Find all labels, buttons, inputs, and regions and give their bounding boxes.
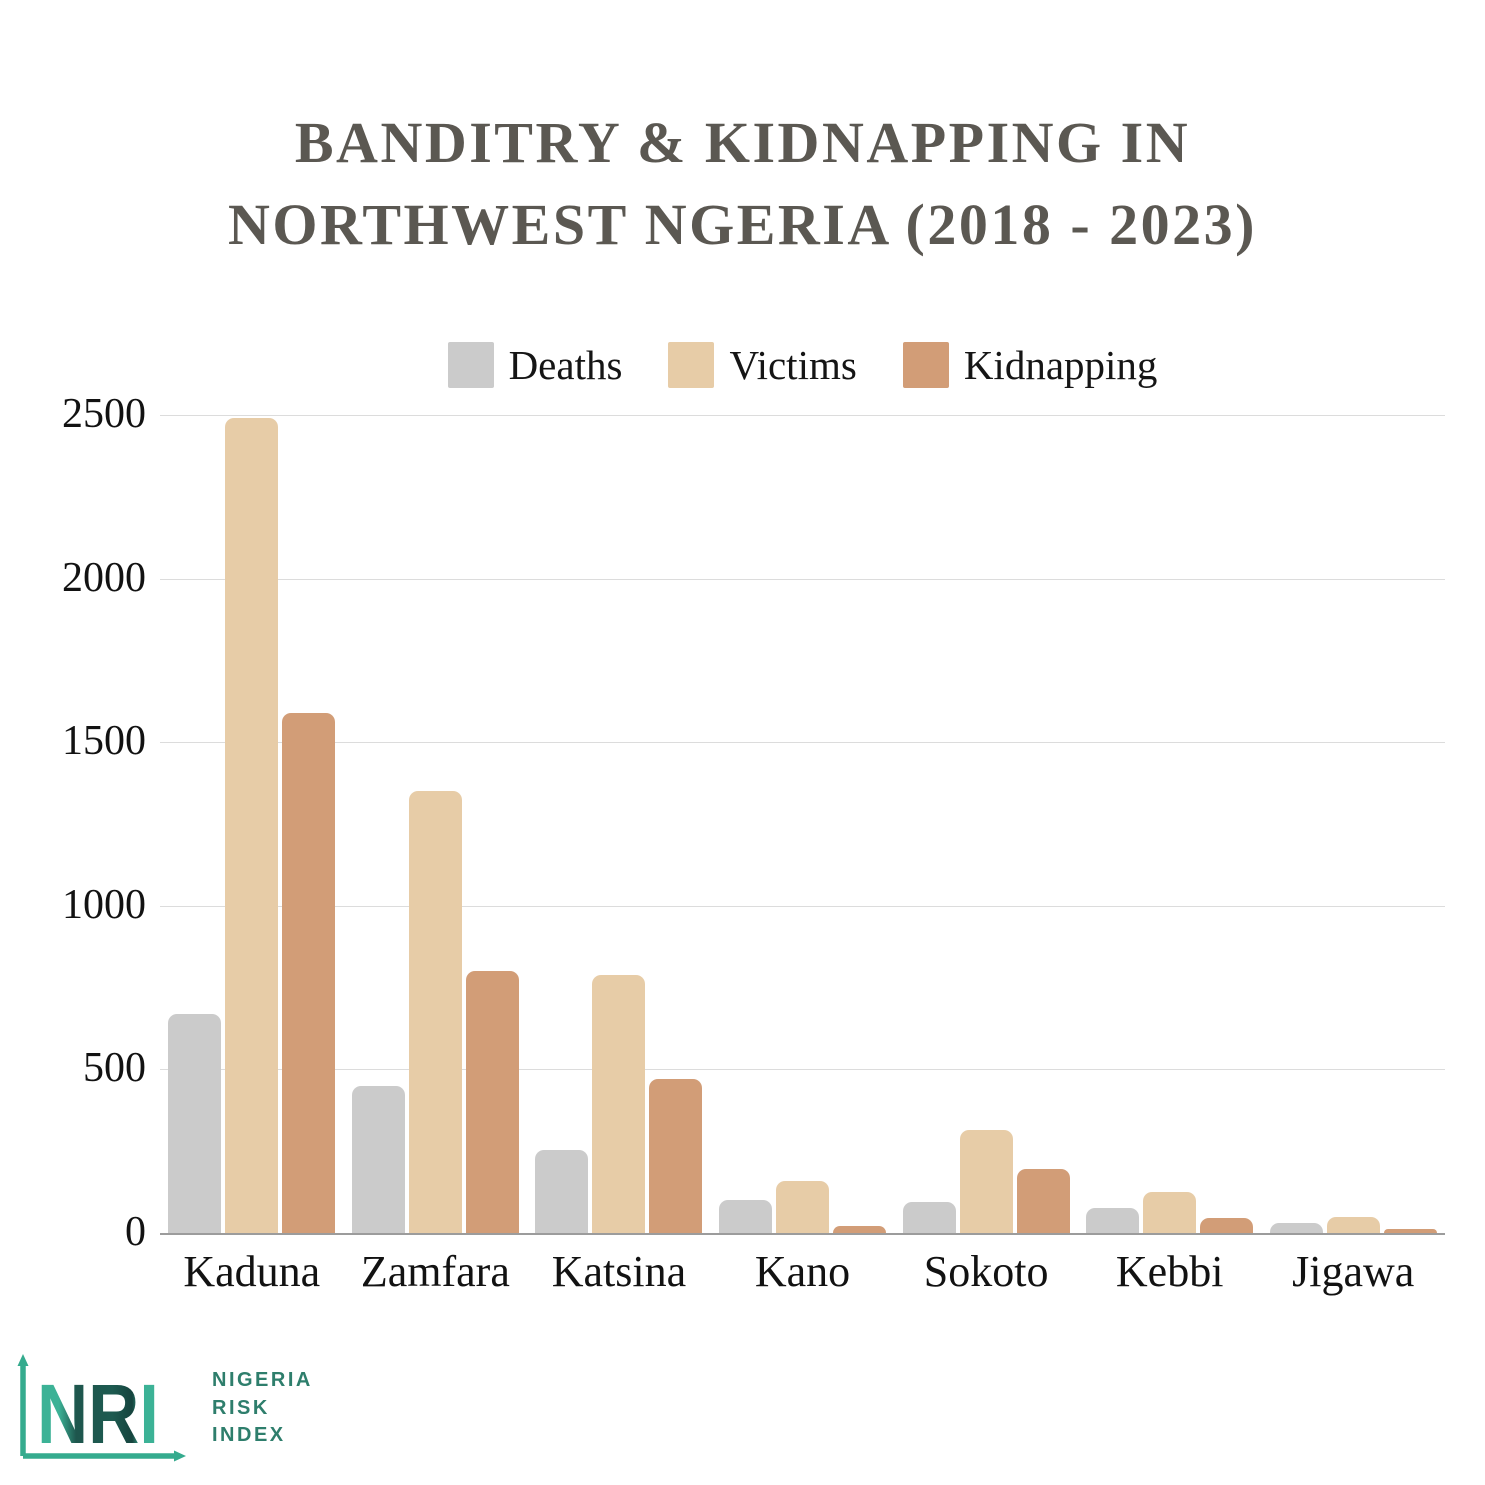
bar-kidnapping-katsina (649, 1079, 703, 1233)
bar-kidnapping-zamfara (465, 971, 519, 1233)
x-axis-label-sokoto: Sokoto (923, 1247, 1049, 1296)
y-axis-tick-label-0: 0 (125, 1209, 146, 1256)
page-title-line-2: NORTHWEST NGERIA (2018 - 2023) (228, 192, 1257, 257)
bar-victims-kebbi (1143, 1192, 1197, 1233)
chart-legend: Deaths Victims Kidnapping (160, 341, 1445, 389)
x-axis-label-kebbi: Kebbi (1115, 1247, 1224, 1296)
legend-label-kidnapping: Kidnapping (963, 342, 1158, 388)
gridline-2500 (160, 415, 1445, 416)
gridline-1500 (160, 742, 1445, 744)
bar-victims-kano (776, 1180, 830, 1233)
legend-label-deaths: Deaths (508, 342, 623, 388)
y-axis-tick-label-500: 500 (83, 1045, 146, 1092)
bar-group-katsina (527, 974, 711, 1233)
legend-label-victims: Victims (729, 342, 857, 388)
y-axis-tick-label-2500: 2500 (62, 391, 146, 438)
bar-kidnapping-jigawa (1383, 1229, 1437, 1233)
page-title: BANDITRY & KIDNAPPING IN NORTHWEST NGERI… (0, 102, 1485, 266)
bar-victims-katsina (592, 974, 646, 1233)
bar-group-kaduna (160, 418, 344, 1233)
legend-item-deaths: Deaths (447, 341, 623, 389)
legend-item-kidnapping: Kidnapping (902, 341, 1158, 389)
bar-deaths-sokoto (902, 1201, 956, 1233)
bar-deaths-jigawa (1269, 1223, 1323, 1233)
x-axis-line (160, 1233, 1445, 1235)
bar-victims-kaduna (225, 418, 279, 1233)
x-axis-labels: Kaduna Zamfara Katsina Kano Sokoto Kebbi Jigaw… (160, 1246, 1445, 1297)
bar-kidnapping-kebbi (1200, 1218, 1254, 1233)
brand-name-line-1: NIGERIA (212, 1369, 313, 1391)
nri-monogram: NRI (37, 1367, 159, 1461)
x-axis-label-zamfara: Zamfara (360, 1247, 510, 1296)
bar-deaths-kano (719, 1200, 773, 1233)
page-title-line-1: BANDITRY & KIDNAPPING IN (294, 110, 1191, 175)
bar-deaths-katsina (535, 1149, 589, 1233)
plot-area: 0 500 1000 1500 2000 2500 (62, 391, 1445, 1255)
bar-group-jigawa (1261, 1217, 1445, 1233)
y-axis-tick-label-1500: 1500 (62, 718, 146, 765)
legend-item-victims: Victims (668, 341, 857, 389)
nri-monogram-graphic: NRI (17, 1354, 186, 1462)
y-axis-tick-label-2000: 2000 (62, 554, 146, 601)
legend-swatch-kidnapping (902, 342, 949, 388)
bar-victims-sokoto (959, 1129, 1013, 1233)
brand-logo: NRI NIGERIA RISK INDEX (15, 1352, 313, 1467)
x-axis-label-kaduna: Kaduna (183, 1247, 321, 1296)
bar-kidnapping-kaduna (282, 712, 336, 1233)
y-axis-tick-label-1000: 1000 (62, 881, 146, 928)
brand-name: NIGERIA RISK INDEX (212, 1367, 313, 1450)
bar-kidnapping-sokoto (1016, 1169, 1070, 1233)
bar-deaths-kebbi (1086, 1208, 1140, 1233)
legend-swatch-victims (668, 342, 715, 388)
x-axis-label-katsina: Katsina (551, 1247, 687, 1296)
bar-group-sokoto (894, 1129, 1078, 1233)
bar-group-kebbi (1078, 1192, 1262, 1233)
gridline-2000 (160, 578, 1445, 580)
bar-group-zamfara (344, 791, 528, 1233)
brand-name-line-3: INDEX (212, 1424, 286, 1446)
brand-name-line-2: RISK (212, 1396, 270, 1419)
gridline-500 (160, 1069, 1445, 1071)
legend-swatch-deaths (447, 342, 494, 388)
bar-deaths-kaduna (168, 1013, 222, 1233)
bars-container (160, 415, 1445, 1233)
bar-deaths-zamfara (351, 1085, 405, 1233)
bar-victims-jigawa (1326, 1217, 1380, 1233)
x-axis-label-kano: Kano (754, 1247, 851, 1296)
bar-victims-zamfara (408, 791, 462, 1233)
logo-axis-arrows (17, 1354, 186, 1462)
bar-group-kano (711, 1180, 895, 1233)
x-axis-label-jigawa: Jigawa (1292, 1247, 1415, 1296)
bar-kidnapping-kano (833, 1226, 887, 1233)
gridline-1000 (160, 905, 1445, 907)
